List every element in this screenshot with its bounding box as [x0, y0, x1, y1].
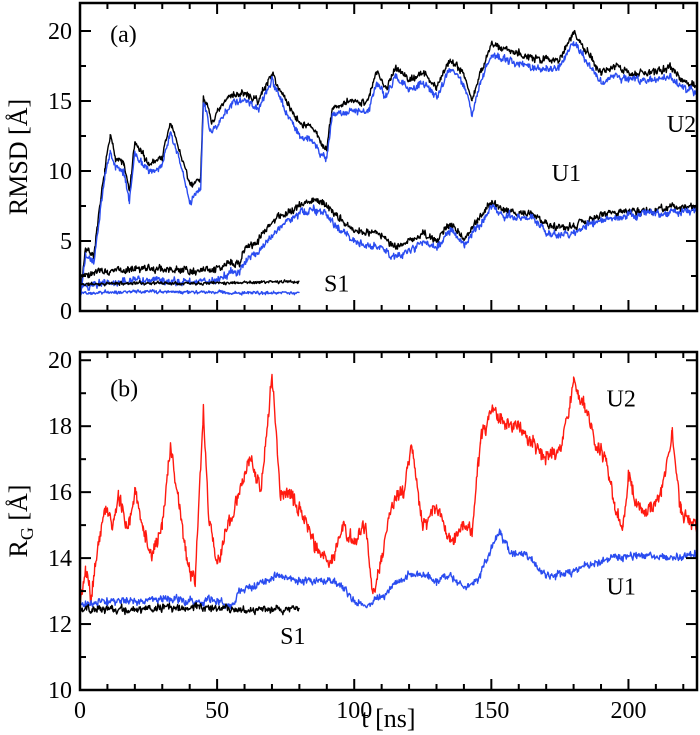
x-tick-label: 100	[336, 698, 372, 724]
x-axis-label: t [ns]	[361, 704, 415, 733]
y-tick-label: 5	[60, 229, 72, 255]
y-axis-label-subscript: G	[17, 527, 37, 540]
y-axis-label-main: R	[4, 539, 33, 557]
panel-a-rmsd: 0 5 10 15 20 (a) U2 U1 S1 RMSD [Å]	[4, 1, 699, 325]
plot-frame	[78, 1, 699, 313]
series-line-u1-blue	[79, 203, 698, 291]
plot-frame	[78, 350, 699, 692]
series-line-u2-red	[79, 373, 698, 606]
series-annotation-s1: S1	[324, 271, 349, 297]
x-tick-label: 150	[473, 698, 509, 724]
y-tick-label: 16	[48, 480, 72, 506]
x-tick-label: 50	[205, 698, 229, 724]
x-tick-label: 0	[74, 698, 86, 724]
series-line-u1-black	[79, 197, 698, 279]
series-annotation-u1: U1	[607, 574, 636, 600]
y-tick-label: 10	[48, 159, 72, 185]
y-axis-label: RMSD [Å]	[4, 99, 33, 215]
y-axis-label-unit: [Å]	[4, 485, 33, 528]
y-tick-label: 18	[48, 414, 72, 440]
series-line-s1-black	[79, 279, 300, 287]
y-axis-label: RG [Å]	[4, 485, 37, 558]
y-tick-label: 0	[60, 299, 72, 325]
series-annotation-u2: U2	[667, 112, 696, 138]
series-annotation-u2: U2	[607, 386, 636, 412]
series-line-s1-blue	[79, 289, 300, 296]
series-line-s1-black	[79, 602, 300, 616]
panel-label: (b)	[110, 377, 138, 403]
x-tick-label: 200	[610, 698, 646, 724]
y-tick-label: 14	[48, 546, 72, 572]
series-line-u2-black	[79, 29, 698, 302]
y-tick-label: 12	[48, 612, 72, 638]
series-line-u2-blue	[79, 41, 698, 301]
y-tick-label: 20	[48, 19, 72, 45]
series-annotation-s1: S1	[280, 624, 305, 650]
y-tick-label: 20	[48, 348, 72, 374]
series-line-u1-blue	[79, 528, 698, 610]
y-tick-label: 15	[48, 89, 72, 115]
panel-label: (a)	[110, 22, 137, 48]
series-annotation-u1: U1	[552, 161, 581, 187]
y-tick-label: 10	[48, 678, 72, 704]
